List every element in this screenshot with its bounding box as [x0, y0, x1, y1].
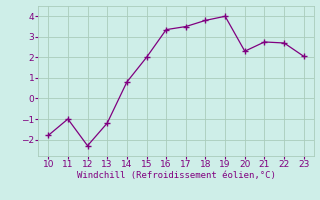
X-axis label: Windchill (Refroidissement éolien,°C): Windchill (Refroidissement éolien,°C) — [76, 171, 276, 180]
